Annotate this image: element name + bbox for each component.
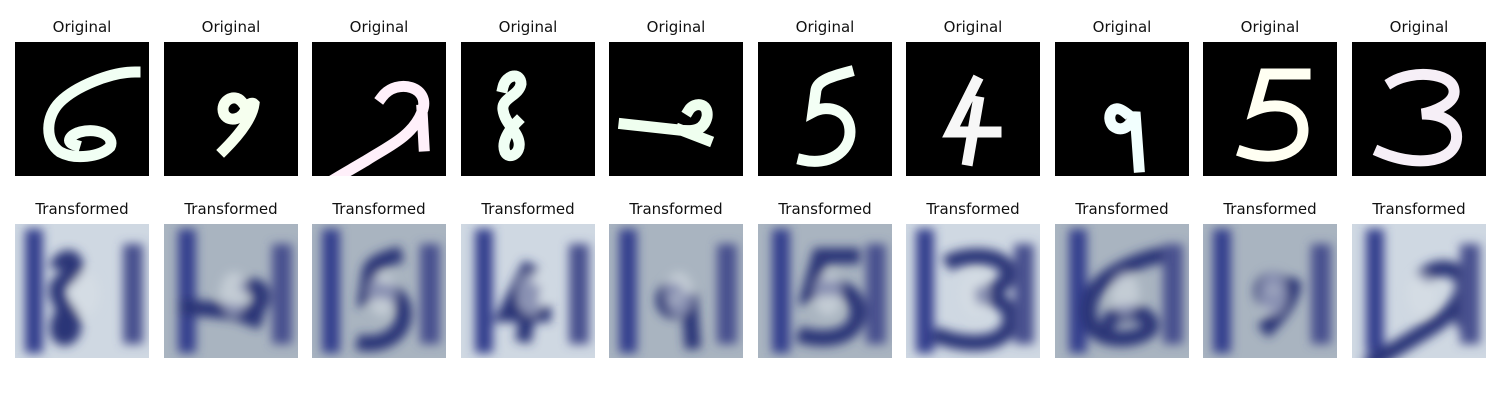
texture-layer <box>322 229 440 353</box>
transformed-image <box>312 224 446 358</box>
original-title: Original <box>1092 18 1152 36</box>
transformed-title: Transformed <box>1075 200 1169 218</box>
image-background <box>609 42 743 176</box>
transformed-title: Transformed <box>926 200 1020 218</box>
transformed-image <box>1203 224 1337 358</box>
digit-stroke <box>216 92 260 158</box>
transformed-image <box>1352 224 1486 358</box>
texture-layer <box>619 229 737 353</box>
digit-stroke <box>1236 68 1311 162</box>
transformed-title: Transformed <box>184 200 278 218</box>
digit-stroke <box>329 80 430 176</box>
transformed-image <box>758 224 892 358</box>
original-image <box>758 42 892 176</box>
transformed-cell: Transformed <box>906 199 1040 359</box>
original-cell: Original <box>1055 17 1189 177</box>
original-image <box>461 42 595 176</box>
transformed-image <box>461 224 595 358</box>
original-title: Original <box>52 18 112 36</box>
transformed-image <box>609 224 743 358</box>
original-title: Original <box>1240 18 1300 36</box>
transformed-title: Transformed <box>1372 200 1466 218</box>
digit-stroke <box>43 66 141 163</box>
original-title: Original <box>349 18 409 36</box>
original-title: Original <box>498 18 558 36</box>
transformed-title: Transformed <box>778 200 872 218</box>
transformed-cell: Transformed <box>1055 199 1189 359</box>
original-cell: Original <box>758 17 892 177</box>
original-image <box>1203 42 1337 176</box>
original-cell: Original <box>312 17 446 177</box>
transformed-cell: Transformed <box>609 199 743 359</box>
original-image <box>312 42 446 176</box>
transformed-title: Transformed <box>629 200 723 218</box>
original-image <box>609 42 743 176</box>
texture-layer <box>1364 229 1480 358</box>
original-cell: Original <box>906 17 1040 177</box>
transformed-image <box>1055 224 1189 358</box>
original-image <box>164 42 298 176</box>
transformed-title: Transformed <box>1223 200 1317 218</box>
original-image <box>906 42 1040 176</box>
image-background <box>461 42 595 176</box>
original-cell: Original <box>609 17 743 177</box>
texture-layer <box>772 229 886 353</box>
transformed-cell: Transformed <box>15 199 149 359</box>
transformed-cell: Transformed <box>1203 199 1337 359</box>
texture-layer <box>178 229 292 353</box>
original-title: Original <box>1389 18 1449 36</box>
original-cell: Original <box>164 17 298 177</box>
texture-layer <box>475 229 589 353</box>
transformed-title: Transformed <box>481 200 575 218</box>
texture-layer <box>1213 229 1331 353</box>
digit-stroke <box>1372 68 1463 167</box>
original-row: Original Original Original Original Original… <box>15 17 1487 197</box>
original-image <box>15 42 149 176</box>
transformed-title: Transformed <box>35 200 129 218</box>
original-cell: Original <box>1203 17 1337 177</box>
transformed-image <box>15 224 149 358</box>
transformed-title: Transformed <box>332 200 426 218</box>
original-title: Original <box>646 18 706 36</box>
transformed-cell: Transformed <box>461 199 595 359</box>
original-cell: Original <box>15 17 149 177</box>
original-title: Original <box>943 18 1003 36</box>
transformed-row: Transformed Transformed Transformed Transfo… <box>15 199 1487 379</box>
texture-layer <box>916 229 1034 353</box>
transformed-image <box>164 224 298 358</box>
original-cell: Original <box>1352 17 1486 177</box>
digit-stroke <box>942 74 1002 167</box>
transformed-image <box>906 224 1040 358</box>
texture-layer <box>25 229 143 353</box>
original-image <box>1055 42 1189 176</box>
transformed-cell: Transformed <box>164 199 298 359</box>
transformed-cell: Transformed <box>758 199 892 359</box>
digit-stroke <box>796 65 856 167</box>
texture-layer <box>1069 229 1183 353</box>
digit-stroke <box>496 70 527 162</box>
transformed-cell: Transformed <box>312 199 446 359</box>
image-background <box>164 42 298 176</box>
original-title: Original <box>795 18 855 36</box>
original-cell: Original <box>461 17 595 177</box>
digit-stroke <box>1104 103 1145 173</box>
digit-stroke <box>617 99 715 148</box>
transformed-cell: Transformed <box>1352 199 1486 359</box>
original-title: Original <box>201 18 261 36</box>
original-image <box>1352 42 1486 176</box>
